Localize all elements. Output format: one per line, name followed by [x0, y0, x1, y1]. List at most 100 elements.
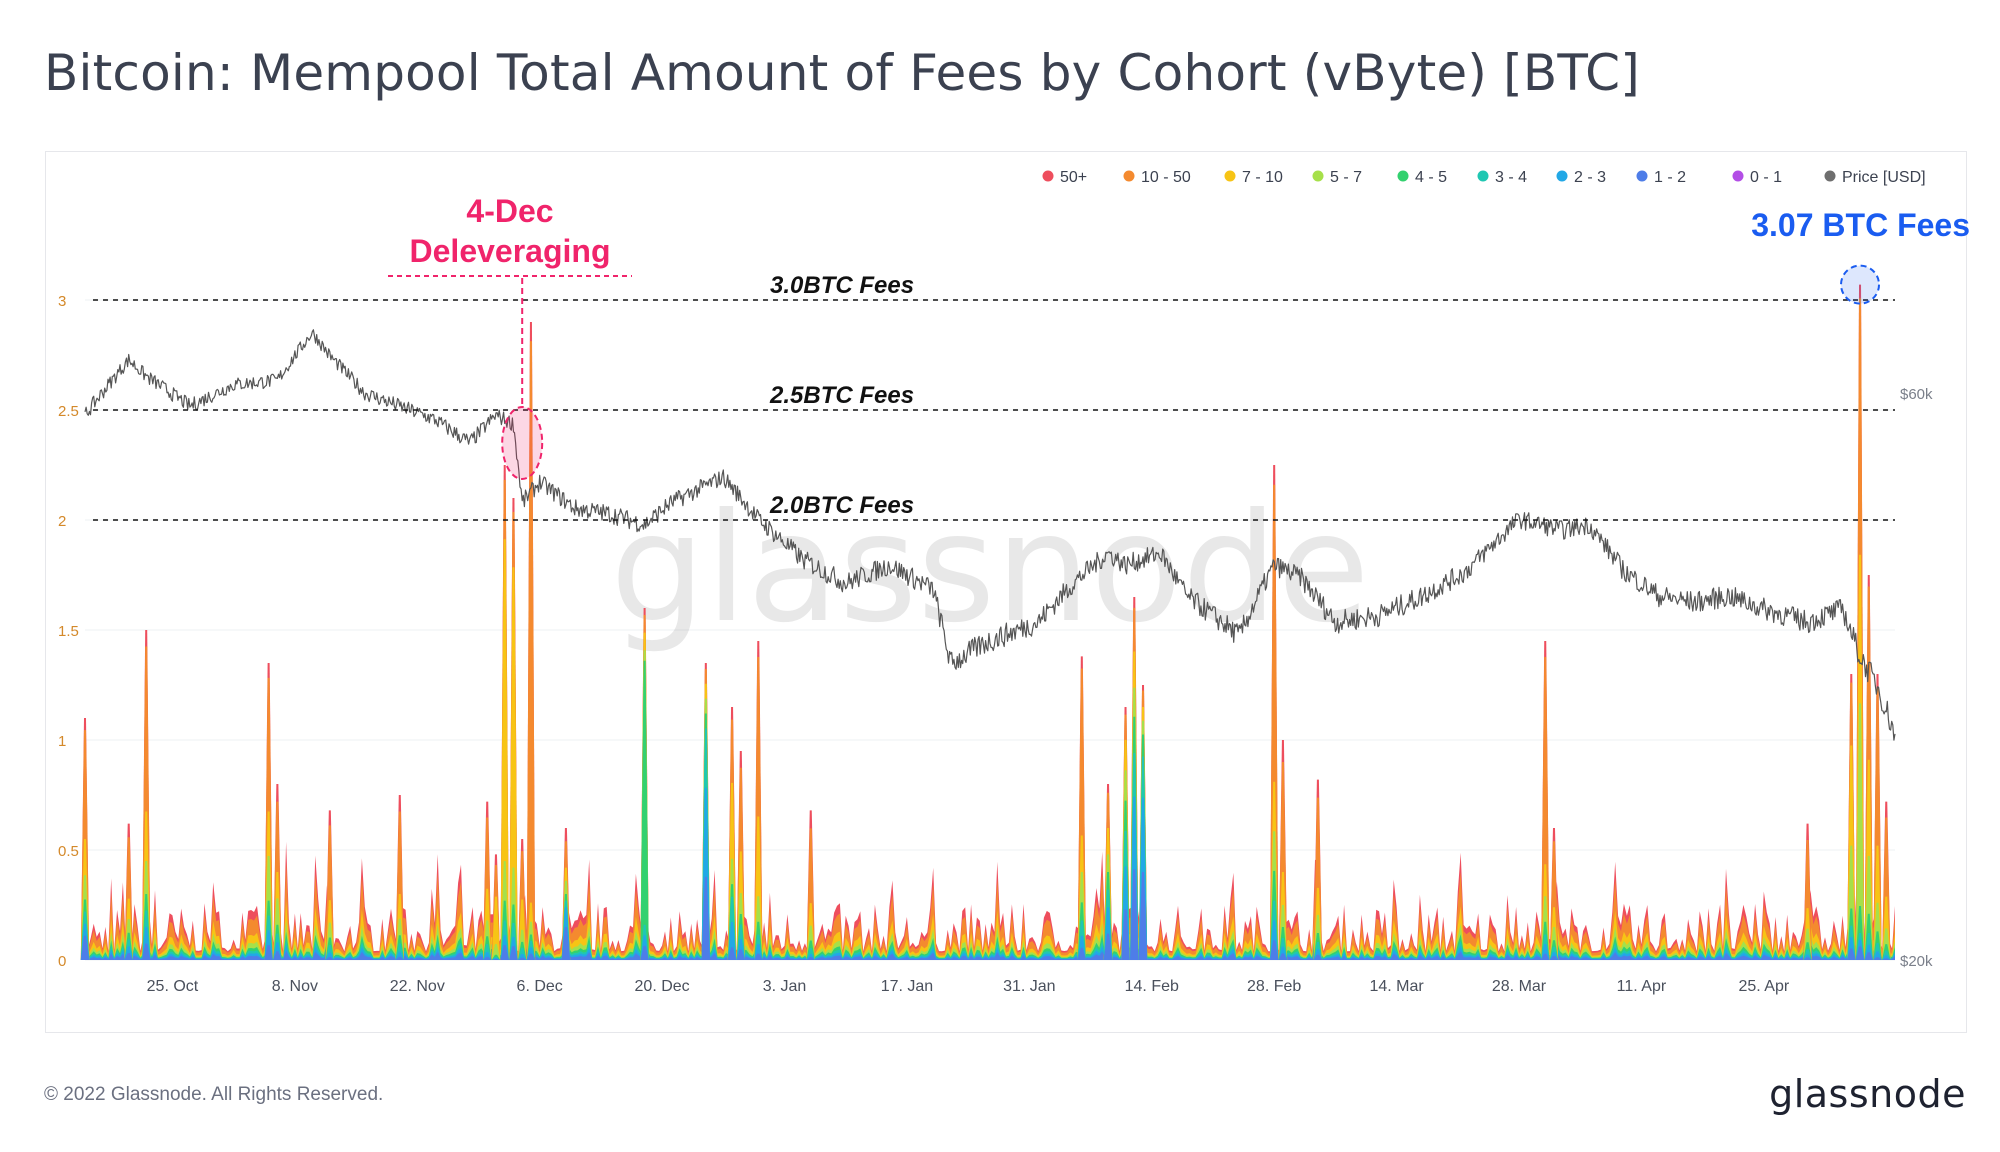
fee-spike-1-2	[264, 945, 273, 960]
x-tick-label: 31. Jan	[1003, 978, 1055, 995]
fee-spike	[1103, 784, 1113, 960]
fee-spike-1-2	[500, 945, 509, 960]
fee-spike	[1077, 656, 1087, 960]
fee-spike-1-2	[80, 935, 90, 960]
fee-spike-1-2	[509, 946, 518, 960]
fee-spike-2-3	[1873, 951, 1882, 960]
fee-spike-1-2	[1103, 933, 1113, 960]
fee-spike-1-2	[1549, 956, 1559, 960]
x-tick-label: 17. Jan	[881, 978, 933, 995]
fee-spike	[517, 839, 527, 960]
fee-spike	[1864, 575, 1873, 960]
fee-spike	[1138, 685, 1148, 960]
legend-label: 0 - 1	[1750, 169, 1782, 186]
fee-spike-1-2	[1541, 953, 1550, 960]
legend-item: 2 - 3	[1556, 169, 1606, 186]
legend-label: 7 - 10	[1242, 169, 1283, 186]
fee-area-7-10	[85, 900, 1895, 960]
fee-spike	[395, 795, 404, 960]
legend-item: 1 - 2	[1636, 169, 1686, 186]
legend-item: 0 - 1	[1732, 169, 1782, 186]
reference-line-label: 3.0BTC Fees	[770, 272, 914, 299]
fee-spike	[1855, 284, 1865, 961]
fee-spike-1-2	[806, 957, 815, 960]
legend-swatch	[1224, 170, 1236, 182]
fee-area-background	[85, 841, 1895, 960]
fee-area-1-2	[85, 950, 1895, 960]
legend-label: 5 - 7	[1330, 169, 1362, 186]
fee-spike	[142, 630, 151, 960]
fee-area-4-5	[85, 931, 1895, 960]
fee-area-2-3	[85, 944, 1895, 960]
legend-item: 7 - 10	[1224, 169, 1283, 186]
fee-spike-1-2	[273, 951, 282, 960]
y-tick-label: 0.5	[58, 843, 79, 860]
fee-spike-1-2	[727, 947, 737, 960]
y-tick-label: 2.5	[58, 403, 79, 420]
fee-spike-1-2	[1873, 957, 1882, 960]
y-tick-label: 1	[58, 733, 66, 750]
legend-swatch	[1042, 170, 1054, 182]
fee-spike-1-2	[561, 927, 571, 960]
fee-spike	[124, 823, 133, 960]
fee-spike-5-7	[1855, 703, 1865, 960]
peak-fee-circle	[1840, 264, 1881, 305]
legend-label: 10 - 50	[1141, 169, 1191, 186]
reference-line-label: 2.5BTC Fees	[769, 382, 914, 409]
fee-area-50+	[85, 841, 1895, 960]
legend-swatch	[1556, 170, 1568, 182]
y2-tick-label: $60k	[1900, 386, 1933, 403]
fee-spike	[1847, 674, 1856, 960]
legend-swatch	[1123, 170, 1135, 182]
fee-spike	[1269, 465, 1279, 960]
legend-swatch	[1732, 170, 1744, 182]
fee-spike	[491, 854, 501, 960]
fee-spike-7-10	[509, 567, 518, 960]
fee-spike	[1882, 801, 1891, 960]
legend-item: Price [USD]	[1824, 169, 1926, 186]
fee-spike	[1873, 674, 1882, 960]
fee-spike	[736, 751, 745, 960]
fee-spike-4-5	[640, 660, 649, 960]
legend-item: 3 - 4	[1477, 169, 1527, 186]
x-tick-label: 14. Mar	[1369, 978, 1424, 995]
fee-spike-1-2	[1847, 948, 1856, 960]
fee-spike-1-2	[1278, 953, 1288, 960]
fee-spike-1-2	[1882, 958, 1891, 960]
legend-label: 2 - 3	[1574, 169, 1606, 186]
y-tick-label: 3	[58, 293, 66, 310]
legend-swatch	[1824, 170, 1836, 182]
fee-spike-5-7	[491, 944, 501, 960]
fee-spike-1-2	[1803, 957, 1812, 960]
fee-spike-1-2	[124, 953, 133, 960]
page-title: Bitcoin: Mempool Total Amount of Fees by…	[44, 44, 1640, 102]
fee-spike-2-3	[1882, 955, 1891, 960]
legend-label: 4 - 5	[1415, 169, 1447, 186]
fee-spike	[325, 810, 335, 960]
fee-spike	[273, 784, 282, 960]
fee-spike-10-50	[1269, 484, 1279, 960]
fee-spike-1-2	[1121, 909, 1130, 960]
fee-spike-7-10	[500, 539, 509, 960]
fee-spike	[640, 608, 649, 960]
fee-spike-1-2	[1130, 869, 1139, 960]
fee-spikes	[80, 284, 1891, 961]
footer-copyright: © 2022 Glassnode. All Rights Reserved.	[44, 1084, 384, 1105]
x-tick-label: 11. Apr	[1617, 978, 1667, 995]
deleveraging-ellipse	[501, 406, 544, 480]
watermark: glassnode	[610, 482, 1369, 656]
fee-spike-1-2	[526, 953, 536, 960]
price-line	[84, 329, 1896, 741]
fee-spike-1-2	[640, 945, 649, 960]
fee-spike-7-10	[491, 896, 501, 960]
x-tick-label: 14. Feb	[1125, 978, 1179, 995]
fee-spike	[1130, 597, 1139, 960]
fee-spike	[806, 810, 815, 960]
glassnode-logo[interactable]: glassnode	[1769, 1072, 1966, 1116]
fee-spike-1-2	[395, 956, 404, 960]
x-tick-label: 22. Nov	[390, 978, 445, 995]
fee-spike	[80, 718, 90, 960]
fee-spike-10-50	[526, 341, 536, 960]
legend-label: 50+	[1060, 169, 1087, 186]
